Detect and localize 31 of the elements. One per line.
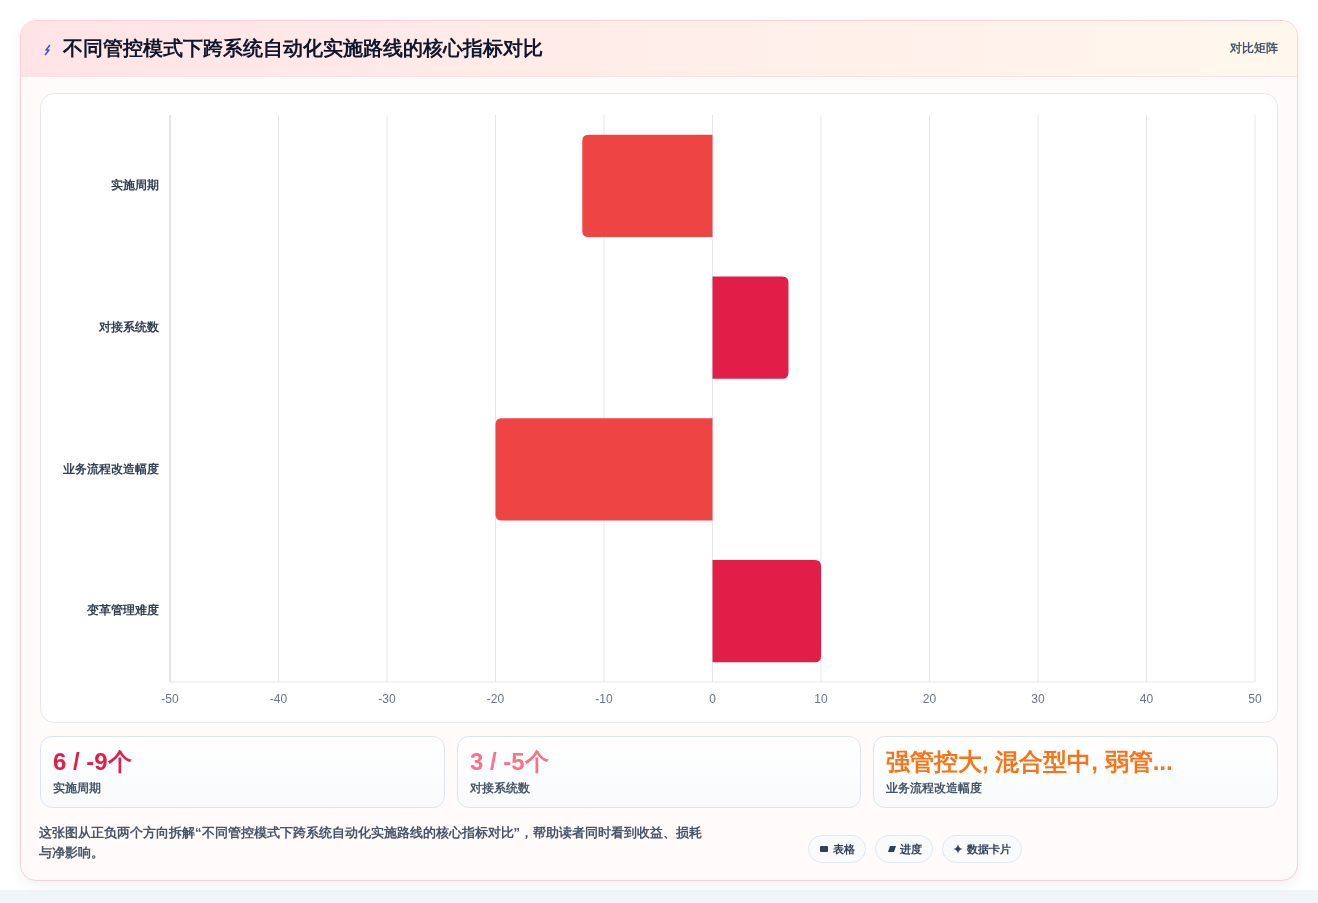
x-tick-label: -10 xyxy=(595,692,613,707)
bar xyxy=(712,276,789,379)
x-tick-label: -40 xyxy=(269,692,288,707)
y-tick-label: 变革管理难度 xyxy=(86,603,159,618)
text: 表格 xyxy=(833,841,855,857)
text: 实施周期 xyxy=(53,780,101,796)
x-tick-label: 0 xyxy=(709,692,717,707)
text: 业务流程改造幅度 xyxy=(886,780,982,796)
text: 数据卡片 xyxy=(967,841,1011,857)
text: 对比矩阵 xyxy=(1230,40,1278,57)
text: 6 / -9个 xyxy=(53,748,133,776)
bar xyxy=(582,134,713,237)
chart-title: 不同管控模式下跨系统自动化实施路线的核心指标对比 xyxy=(63,36,543,61)
x-tick-label: 30 xyxy=(1031,692,1045,707)
x-tick-label: 50 xyxy=(1248,692,1262,707)
text: 对接系统数 xyxy=(470,780,530,796)
text: 强管控大, 混合型中, 弱管... xyxy=(886,748,1174,776)
bar xyxy=(495,418,713,521)
x-tick-label: -50 xyxy=(161,692,179,707)
text: 3 / -5个 xyxy=(470,748,550,776)
x-tick-label: 20 xyxy=(922,692,937,707)
text: 这张图从正负两个方向拆解“不同管控模式下跨系统自动化实施路线的核心指标对比”，帮助读者同时看到收益、损耗与净影响。 xyxy=(39,824,703,862)
y-tick-label: 实施周期 xyxy=(111,178,159,193)
x-tick-label: -20 xyxy=(486,692,505,707)
x-tick-label: 40 xyxy=(1139,692,1154,707)
x-tick-label: -30 xyxy=(378,692,396,707)
text: 进度 xyxy=(900,841,922,857)
y-tick-label: 对接系统数 xyxy=(98,319,160,334)
bar xyxy=(712,560,821,663)
x-tick-label: 10 xyxy=(814,692,828,707)
y-tick-label: 业务流程改造幅度 xyxy=(62,461,159,476)
